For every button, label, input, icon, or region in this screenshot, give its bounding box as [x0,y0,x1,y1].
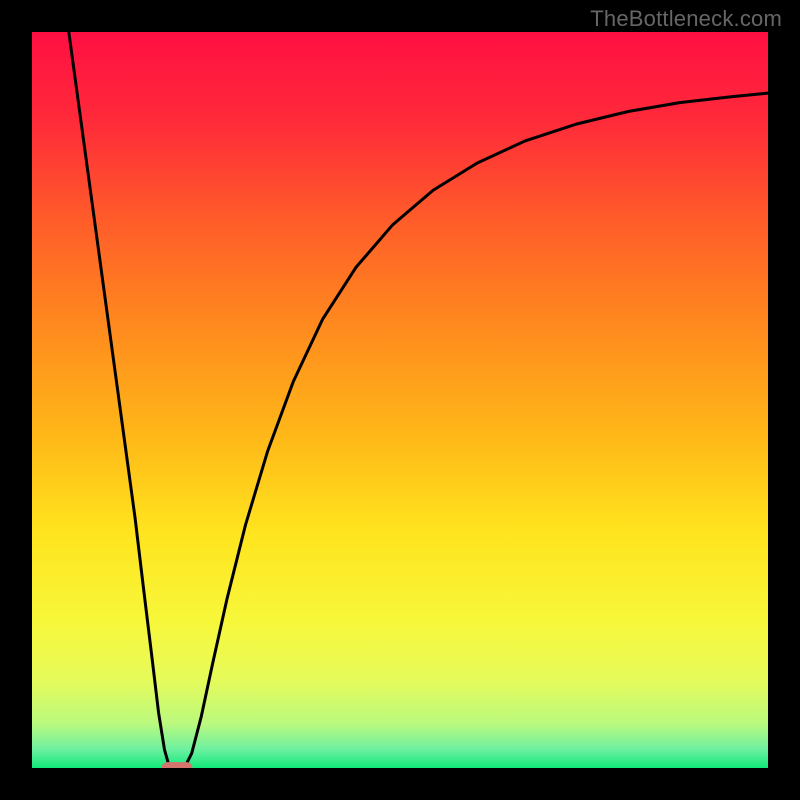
watermark-label: TheBottleneck.com [590,6,782,32]
chart-gradient-background [32,32,768,768]
chart-container: TheBottleneck.com [0,0,800,800]
bottleneck-curve-chart [0,0,800,800]
